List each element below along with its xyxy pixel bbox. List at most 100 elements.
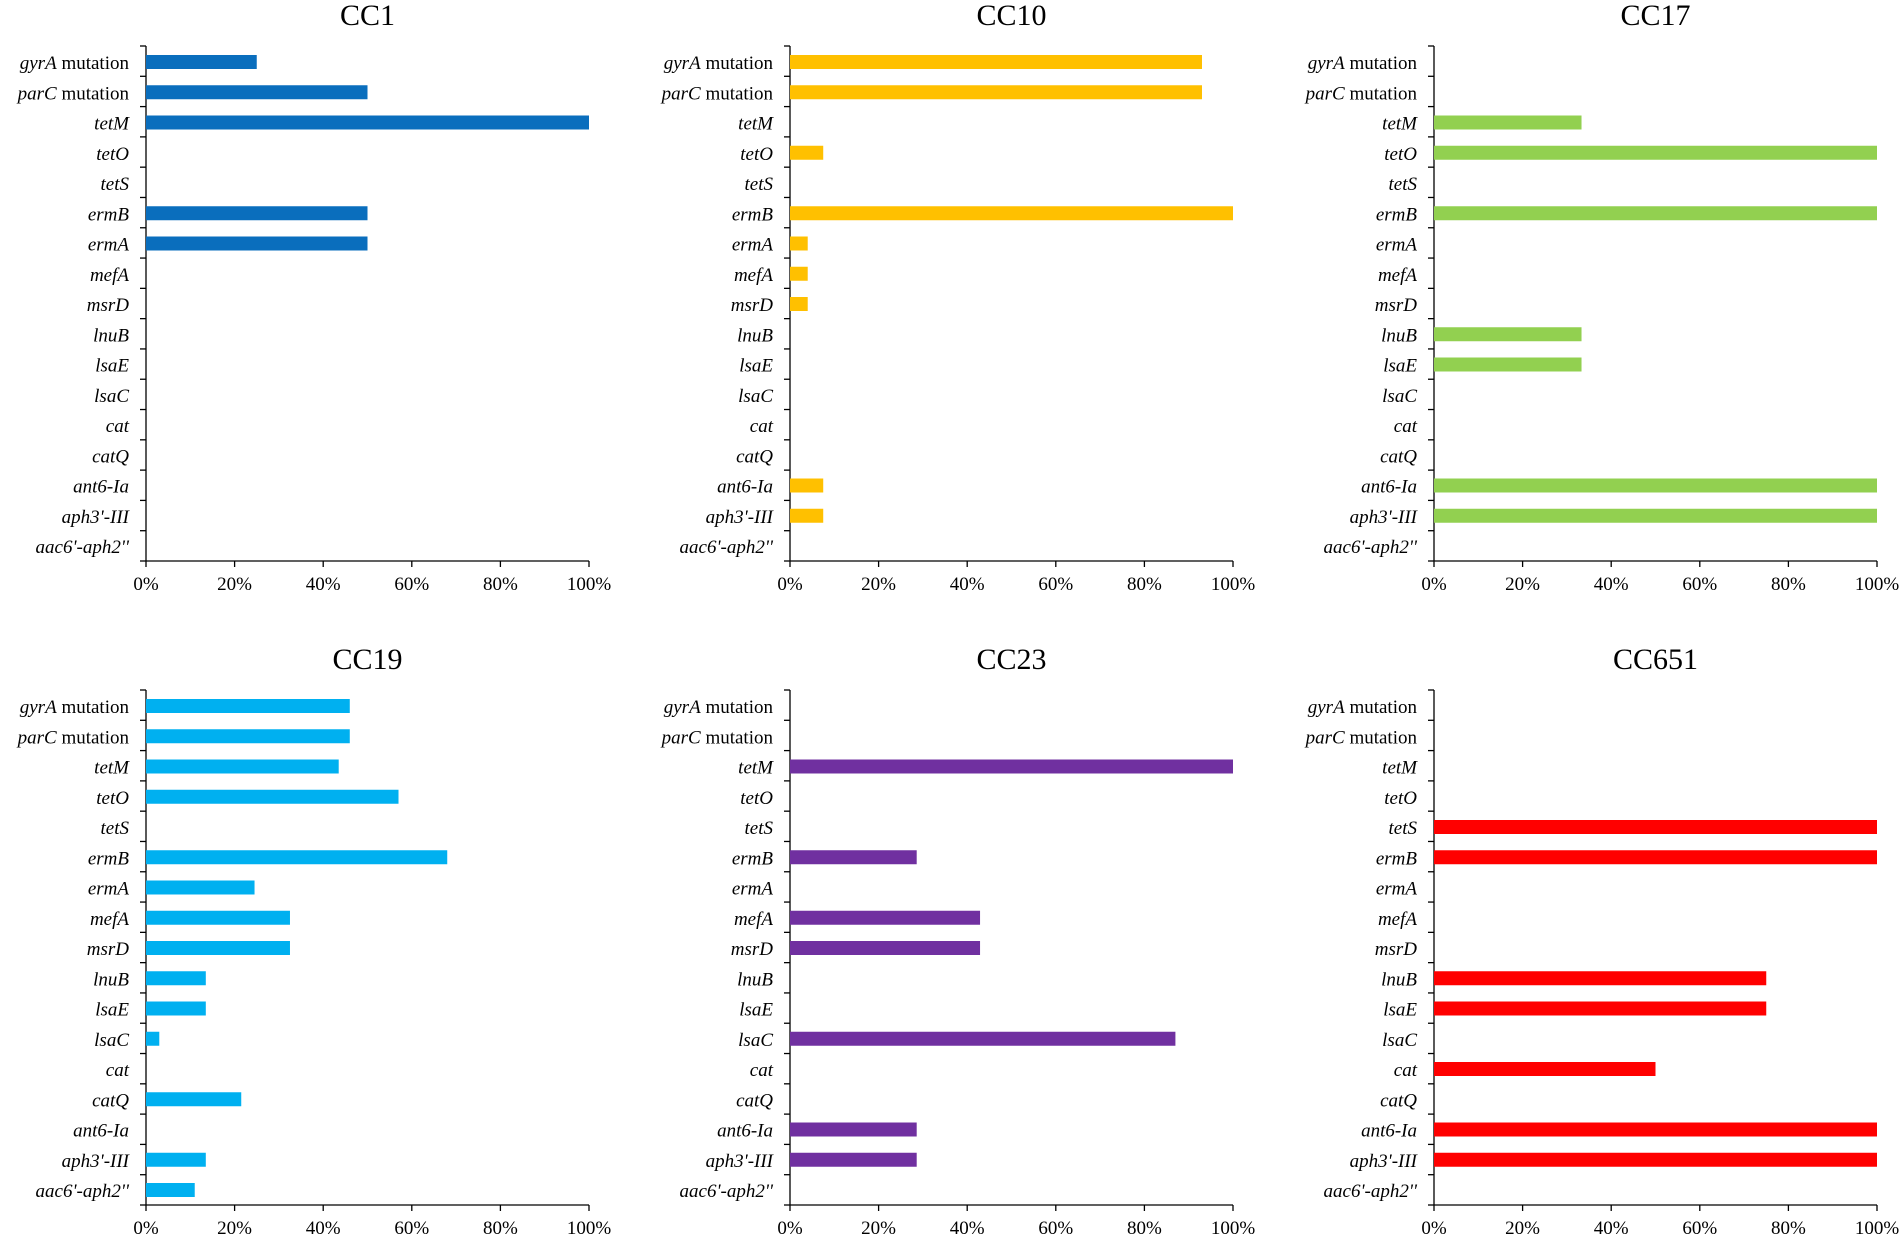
category-label: lnuB bbox=[1381, 325, 1417, 346]
gene-name: tetM bbox=[738, 758, 774, 779]
category-label: mefA bbox=[90, 909, 129, 930]
gene-name: catQ bbox=[1380, 1090, 1417, 1111]
bar-cc19-1 bbox=[146, 729, 350, 744]
gene-name: cat bbox=[1394, 1060, 1418, 1081]
category-label: aac6'-aph2'' bbox=[36, 1181, 130, 1202]
gene-name: mefA bbox=[90, 909, 129, 930]
gene-name: tetO bbox=[740, 144, 773, 165]
category-label: gyrA mutation bbox=[1308, 53, 1418, 74]
category-label: ermB bbox=[88, 204, 130, 225]
bar-cc10-8 bbox=[790, 297, 808, 311]
x-tick-label: 80% bbox=[1771, 1218, 1806, 1239]
gene-name: tetS bbox=[101, 174, 130, 195]
category-label: gyrA mutation bbox=[20, 53, 130, 74]
category-label: ant6-Ia bbox=[73, 477, 129, 498]
gene-name: tetS bbox=[101, 818, 130, 839]
category-label: catQ bbox=[736, 446, 773, 467]
gene-name: aac6'-aph2'' bbox=[1324, 537, 1418, 558]
bar-cc19-7 bbox=[146, 910, 290, 925]
category-label: parC mutation bbox=[660, 727, 774, 748]
bar-cc17-15 bbox=[1434, 508, 1877, 523]
gene-name: parC bbox=[16, 727, 57, 748]
category-label: lnuB bbox=[737, 325, 773, 346]
bar-cc19-2 bbox=[146, 759, 339, 774]
x-tick-label: 100% bbox=[1211, 574, 1256, 595]
gene-name: catQ bbox=[1380, 446, 1417, 467]
category-label: ermA bbox=[88, 235, 130, 256]
bar-cc1-2 bbox=[146, 115, 589, 130]
gene-name: ant6-Ia bbox=[717, 1121, 773, 1142]
category-label: parC mutation bbox=[16, 727, 130, 748]
category-label: aph3'-III bbox=[706, 507, 775, 528]
bar-cc10-3 bbox=[790, 145, 824, 160]
x-tick-label: 100% bbox=[567, 574, 612, 595]
gene-name: aph3'-III bbox=[706, 1151, 775, 1172]
gene-name: tetM bbox=[1382, 114, 1418, 135]
bar-cc10-1 bbox=[790, 85, 1202, 100]
category-label: tetO bbox=[740, 144, 773, 165]
gene-name: cat bbox=[750, 416, 774, 437]
category-label: cat bbox=[1394, 416, 1418, 437]
category-label: ermA bbox=[732, 879, 774, 900]
gene-name: msrD bbox=[87, 295, 130, 316]
gene-name: lnuB bbox=[93, 969, 129, 990]
gene-name: aac6'-aph2'' bbox=[680, 1181, 774, 1202]
gene-name: lsaE bbox=[95, 1000, 129, 1021]
category-label: lnuB bbox=[737, 969, 773, 990]
category-label: ermB bbox=[1376, 848, 1418, 869]
gene-name: catQ bbox=[736, 1090, 773, 1111]
category-label: tetS bbox=[1389, 818, 1418, 839]
gene-suffix: mutation bbox=[1345, 697, 1418, 718]
category-label: tetM bbox=[1382, 114, 1418, 135]
gene-name: lnuB bbox=[737, 969, 773, 990]
x-tick-label: 80% bbox=[483, 1218, 518, 1239]
category-label: aph3'-III bbox=[62, 1151, 131, 1172]
bar-cc19-6 bbox=[146, 880, 255, 895]
bar-cc651-4 bbox=[1434, 820, 1877, 834]
category-label: ermA bbox=[1376, 879, 1418, 900]
gene-name: msrD bbox=[1375, 939, 1418, 960]
gene-name: mefA bbox=[90, 265, 129, 286]
category-label: ermB bbox=[88, 848, 130, 869]
category-label: lsaE bbox=[739, 1000, 773, 1021]
gene-name: ermB bbox=[732, 204, 774, 225]
category-label: tetM bbox=[738, 114, 774, 135]
bar-cc651-9 bbox=[1434, 971, 1767, 986]
gene-name: tetS bbox=[1389, 818, 1418, 839]
gene-name: catQ bbox=[92, 1090, 129, 1111]
bar-cc10-0 bbox=[790, 55, 1202, 69]
x-tick-label: 40% bbox=[306, 574, 341, 595]
gene-name: aac6'-aph2'' bbox=[680, 537, 774, 558]
x-tick-label: 80% bbox=[1127, 574, 1162, 595]
gene-name: ermB bbox=[1376, 848, 1418, 869]
x-tick-label: 0% bbox=[777, 574, 803, 595]
category-label: aph3'-III bbox=[1350, 1151, 1419, 1172]
bar-cc19-16 bbox=[146, 1183, 195, 1197]
category-label: parC mutation bbox=[660, 83, 774, 104]
bar-cc23-7 bbox=[790, 910, 981, 925]
gene-name: tetM bbox=[94, 114, 130, 135]
gene-name: gyrA bbox=[20, 53, 57, 74]
category-label: ant6-Ia bbox=[1361, 477, 1417, 498]
gene-suffix: mutation bbox=[57, 697, 130, 718]
bar-cc10-7 bbox=[790, 266, 808, 281]
gene-name: parC bbox=[1304, 83, 1345, 104]
gene-name: ant6-Ia bbox=[717, 477, 773, 498]
gene-name: tetM bbox=[738, 114, 774, 135]
category-label: lsaC bbox=[1382, 1030, 1417, 1051]
gene-name: aac6'-aph2'' bbox=[36, 537, 130, 558]
gene-name: mefA bbox=[734, 909, 773, 930]
bar-cc651-12 bbox=[1434, 1062, 1656, 1076]
bar-cc23-14 bbox=[790, 1122, 917, 1137]
bar-cc19-5 bbox=[146, 850, 448, 865]
gene-name: aph3'-III bbox=[62, 507, 131, 528]
gene-name: tetM bbox=[94, 758, 130, 779]
gene-name: aph3'-III bbox=[62, 1151, 131, 1172]
category-label: aac6'-aph2'' bbox=[1324, 537, 1418, 558]
category-label: mefA bbox=[1378, 909, 1417, 930]
gene-name: lsaE bbox=[739, 1000, 773, 1021]
x-tick-label: 20% bbox=[1505, 574, 1540, 595]
category-label: mefA bbox=[734, 909, 773, 930]
category-label: lsaE bbox=[1383, 356, 1417, 377]
bar-cc23-2 bbox=[790, 759, 1233, 774]
